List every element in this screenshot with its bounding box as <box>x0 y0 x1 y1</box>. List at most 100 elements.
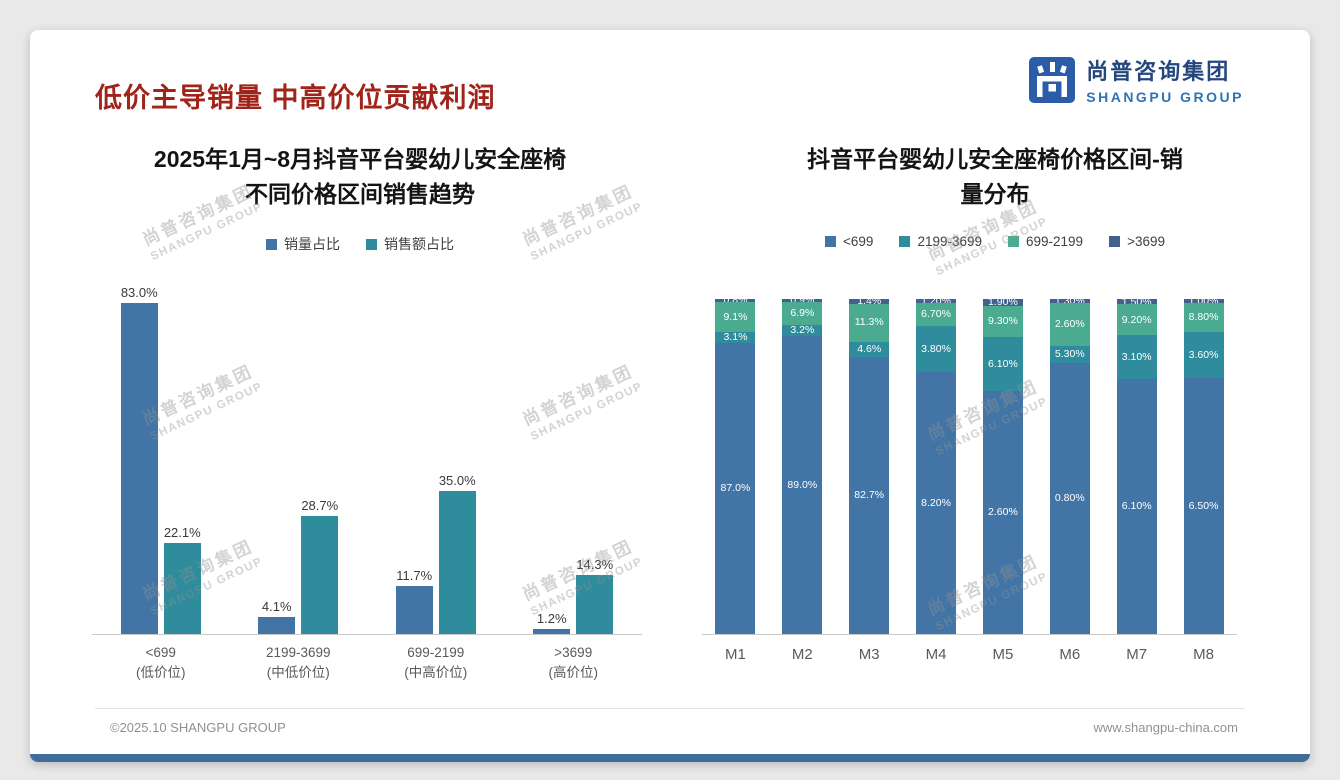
bar-segment: 1.30% <box>1049 296 1090 306</box>
bar-group: 4.1% 28.7% <box>230 285 368 634</box>
legend-label: 699-2199 <box>1026 234 1084 249</box>
sales-trend-chart-plot: 83.0% 22.1% 4.1% 28.7% 11.7% 35.0% 1.2% 14.3% <box>92 285 642 635</box>
bar-with-label: 14.3% <box>576 285 614 634</box>
bar-segment: 3.10% <box>1116 335 1157 380</box>
left-chart-title-line1: 2025年1月~8月抖音平台婴幼儿安全座椅 <box>153 146 567 172</box>
right-chart-category-axis: M1 M2 M3 M4 M5 M6 M7 M8 <box>702 646 1237 663</box>
footer-website: www.shangpu-china.com <box>1093 720 1238 735</box>
category-label: 699-2199 (中高价位) <box>404 645 468 680</box>
right-chart-title: 抖音平台婴幼儿安全座椅价格区间-销 量分布 <box>685 142 1305 211</box>
bar-with-label: 4.1% <box>258 285 296 634</box>
bar-segment: 9.1% <box>715 301 756 333</box>
stacked-bar: 1.90% 9.30% 6.10% 2.60% <box>970 296 1037 634</box>
bar-segment: 89.0% <box>782 335 823 634</box>
category-label: M6 <box>1059 646 1081 663</box>
bar-segment: 82.7% <box>849 356 890 634</box>
bar-segment: 3.2% <box>782 325 823 336</box>
legend-swatch-icon <box>825 236 837 247</box>
segment-label: 2.60% <box>1054 318 1085 331</box>
segment-label: 9.30% <box>988 315 1018 328</box>
legend-label: 2199-3699 <box>917 234 982 249</box>
segment-label: 2.60% <box>988 506 1018 519</box>
logo-cn-text: 尚普咨询集团 <box>1086 59 1231 84</box>
stacked-bar: 1.50% 9.20% 3.10% 6.10% <box>1103 297 1170 634</box>
bar-segment: 87.0% <box>715 342 756 634</box>
left-chart-title-line2: 不同价格区间销售趋势 <box>245 180 475 207</box>
bar <box>576 575 614 634</box>
shangpu-logo-icon <box>1029 56 1076 103</box>
bar <box>395 586 433 634</box>
value-label: 22.1% <box>163 525 201 541</box>
bar <box>120 303 158 634</box>
stacked-bar: 1.4% 11.3% 4.6% 82.7% <box>836 296 903 634</box>
bar-segment: 1.00% <box>1183 296 1224 306</box>
stacked-bar: 0.8% 9.1% 3.1% 87.0% <box>702 295 769 634</box>
stacked-bar: 0.9% 6.9% 3.2% 89.0% <box>769 295 836 634</box>
legend-label: 销售额占比 <box>384 236 454 252</box>
category-label: M2 <box>791 646 813 663</box>
legend-label: <699 <box>843 234 874 249</box>
segment-label: 6.50% <box>1188 499 1219 512</box>
segment-label: 6.10% <box>1121 500 1152 513</box>
bar-segment: 11.3% <box>849 303 890 342</box>
segment-label: 3.60% <box>1188 348 1219 361</box>
bar <box>533 629 571 634</box>
bar-segment: 6.10% <box>1116 379 1157 634</box>
bar-segment: 5.30% <box>1049 345 1090 364</box>
segment-label: 0.9% <box>790 294 815 307</box>
bar-segment: 0.9% <box>782 295 823 305</box>
segment-label: 3.1% <box>723 331 748 344</box>
bar-segment: 3.1% <box>715 331 756 344</box>
bar <box>258 617 296 634</box>
bar-segment: 3.80% <box>916 325 957 373</box>
right-chart-legend: <699 2199-3699 699-2199 >3699 <box>685 234 1305 249</box>
segment-label: 1.00% <box>1188 294 1219 307</box>
stacked-bar: 1.30% 2.60% 5.30% 0.80% <box>1036 296 1103 634</box>
bar-with-label: 83.0% <box>120 285 158 634</box>
bar-group: 83.0% 22.1% <box>92 285 230 634</box>
bar-with-label: 35.0% <box>438 285 476 634</box>
legend-swatch-icon <box>1008 236 1019 247</box>
bar-segment: 1.20% <box>916 296 957 306</box>
category-label: M4 <box>925 646 947 663</box>
bar-segment: 0.80% <box>1049 363 1090 634</box>
category-label: <699 (低价位) <box>136 645 186 680</box>
stacked-bar: 1.20% 6.70% 3.80% 8.20% <box>903 296 970 634</box>
value-label: 28.7% <box>301 498 339 514</box>
bar-segment: 9.30% <box>982 305 1023 337</box>
segment-label: 1.50% <box>1121 295 1152 308</box>
bar-segment: 6.70% <box>916 303 957 326</box>
stacked-bar: 1.00% 8.80% 3.60% 6.50% <box>1170 296 1237 634</box>
legend-item: 2199-3699 <box>899 234 982 249</box>
bar-with-label: 22.1% <box>163 285 201 634</box>
legend-swatch-icon <box>266 238 277 250</box>
bar-segment: 2.60% <box>982 390 1023 634</box>
left-chart-category-axis: <699 (低价位) 2199-3699 (中低价位) 699-2199 (中高价位) >3… <box>92 643 642 682</box>
segment-label: 9.1% <box>723 310 748 323</box>
bar-segment: 6.50% <box>1183 377 1224 634</box>
segment-label: 0.8% <box>723 294 748 307</box>
bar-segment: 1.50% <box>1116 297 1157 307</box>
segment-label: 89.0% <box>787 478 818 491</box>
legend-item: 销量占比 <box>266 234 340 254</box>
segment-label: 9.20% <box>1121 313 1152 326</box>
category-label: >3699 (高价位) <box>548 645 599 680</box>
segment-label: 3.10% <box>1121 350 1152 363</box>
bar-segment: 6.9% <box>782 302 823 326</box>
category-label: 2199-3699 (中低价位) <box>265 645 331 680</box>
segment-label: 1.90% <box>988 296 1018 309</box>
segment-label: 0.80% <box>1054 492 1085 505</box>
bar <box>438 490 476 634</box>
legend-label: 销量占比 <box>284 236 340 252</box>
bar-with-label: 28.7% <box>301 285 339 634</box>
value-label: 1.2% <box>536 611 567 627</box>
bar-segment: 8.80% <box>1183 302 1224 333</box>
bar <box>301 516 339 634</box>
category-label: M7 <box>1126 646 1148 663</box>
legend-item: 销售额占比 <box>366 234 454 254</box>
right-chart-title-line1: 抖音平台婴幼儿安全座椅价格区间-销 <box>807 146 1183 172</box>
bar-segment: 3.60% <box>1183 332 1224 378</box>
company-logo: 尚普咨询集团 SHANGPU GROUP <box>1029 54 1244 105</box>
segment-label: 6.10% <box>988 357 1018 370</box>
segment-label: 8.80% <box>1188 311 1219 324</box>
